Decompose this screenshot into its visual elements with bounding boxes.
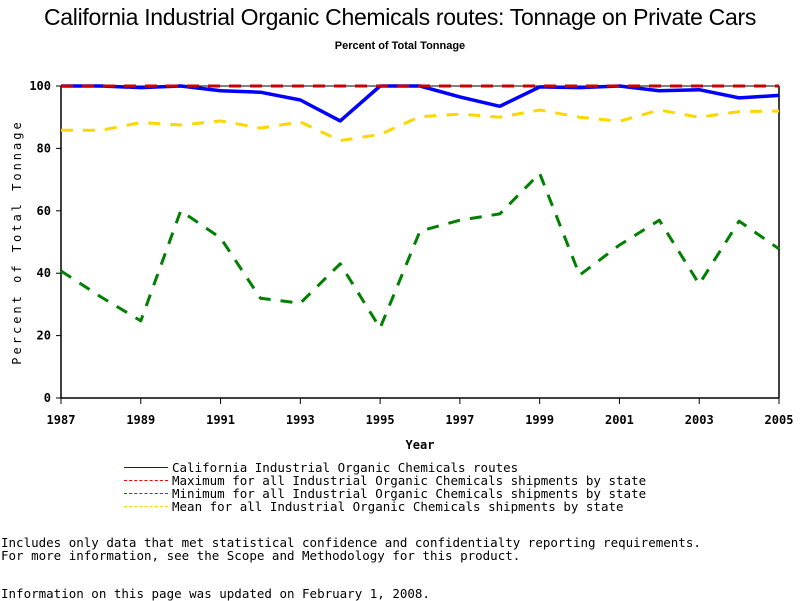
- legend-item-mean: Mean for all Industrial Organic Chemical…: [124, 500, 646, 513]
- line-chart: 0 20 40 60 80 100 1987 1989 1991 1993 1995 1997 1999…: [0, 0, 800, 460]
- x-tick-label: 1995: [366, 413, 395, 427]
- y-tick-label: 60: [37, 204, 51, 218]
- x-tick-label: 1987: [47, 413, 76, 427]
- x-tick-label: 2003: [685, 413, 714, 427]
- x-tick-label: 1997: [445, 413, 474, 427]
- update-note: Information on this page was updated on …: [1, 586, 430, 601]
- legend: California Industrial Organic Chemicals …: [124, 461, 646, 513]
- legend-swatch-dashed: [124, 480, 168, 481]
- y-axis-title: Percent of Total Tonnage: [10, 119, 24, 364]
- series-line: [61, 110, 779, 141]
- y-tick-label: 20: [37, 329, 51, 343]
- legend-swatch-solid: [124, 467, 168, 468]
- x-tick-label: 1999: [525, 413, 554, 427]
- footnote-methodology: For more information, see the Scope and …: [1, 548, 520, 563]
- series-layer: [61, 86, 779, 328]
- series-line: [61, 86, 779, 121]
- x-tick-label: 1991: [206, 413, 235, 427]
- x-tick-label: 1993: [286, 413, 315, 427]
- y-tick-label: 0: [44, 391, 51, 405]
- y-tick-label: 80: [37, 141, 51, 155]
- y-tick-label: 100: [29, 79, 51, 93]
- series-minimum: [61, 173, 779, 328]
- y-tick-label: 40: [37, 266, 51, 280]
- series-mean: [61, 110, 779, 141]
- x-tick-label: 1989: [126, 413, 155, 427]
- x-tick-label: 2001: [605, 413, 634, 427]
- legend-swatch-dashed: [124, 493, 168, 494]
- legend-label: Mean for all Industrial Organic Chemical…: [172, 499, 624, 514]
- x-axis-title: Year: [406, 438, 435, 452]
- series-california-routes: [61, 86, 779, 121]
- series-line: [61, 173, 779, 328]
- legend-swatch-dashed: [124, 506, 168, 507]
- x-tick-label: 2005: [765, 413, 794, 427]
